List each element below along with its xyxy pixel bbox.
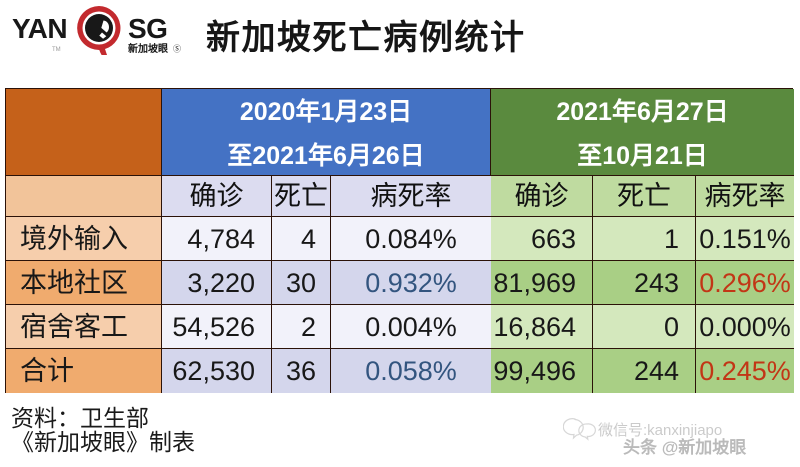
svg-text:TM: TM <box>52 47 61 53</box>
svg-text:Ⓢ: Ⓢ <box>173 45 181 54</box>
svg-text:YAN: YAN <box>12 13 67 44</box>
svg-text:头条 @新加坡眼: 头条 @新加坡眼 <box>623 437 746 457</box>
svg-text:新加坡眼: 新加坡眼 <box>128 42 168 55</box>
svg-text:微信号:kanxinjiapo: 微信号:kanxinjiapo <box>598 422 722 439</box>
svg-text:SG: SG <box>128 13 167 44</box>
